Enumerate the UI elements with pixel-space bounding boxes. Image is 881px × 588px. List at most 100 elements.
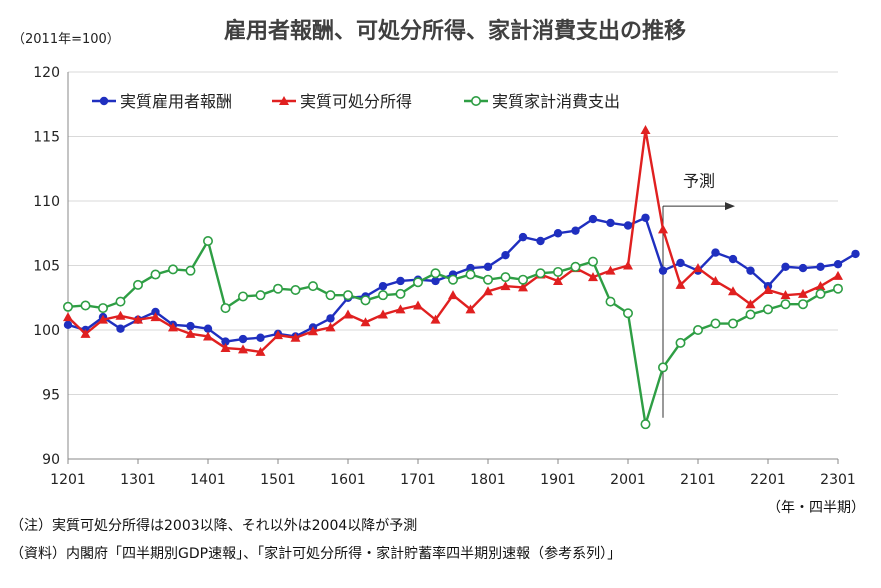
data-point	[517, 274, 528, 285]
data-point	[80, 300, 91, 311]
data-point	[832, 283, 843, 294]
data-point	[727, 318, 738, 329]
x-tick-label: 1701	[400, 472, 436, 488]
data-point	[535, 268, 546, 279]
data-point	[307, 281, 318, 292]
forecast-label: 予測	[683, 172, 715, 191]
data-point	[587, 256, 598, 267]
data-point	[745, 309, 756, 320]
data-point	[377, 290, 388, 301]
data-point	[482, 274, 493, 285]
data-point	[675, 279, 686, 289]
data-point	[745, 299, 756, 309]
data-point	[728, 254, 738, 264]
data-point	[395, 304, 406, 314]
series-1	[63, 125, 843, 356]
data-point	[308, 326, 318, 336]
y-tick-label: 115	[33, 130, 60, 146]
data-point	[116, 324, 125, 333]
data-point	[133, 279, 144, 290]
x-tick-label: 1301	[120, 472, 156, 488]
data-point	[63, 312, 73, 322]
data-point	[325, 290, 336, 301]
data-point	[763, 285, 773, 295]
data-point	[448, 290, 458, 300]
legend-label: 実質雇用者報酬	[120, 92, 232, 111]
data-point	[570, 261, 581, 272]
note-forecast: （注）実質可処分所得は2003以降、それ以外は2004以降が予測	[10, 518, 418, 534]
data-point	[115, 296, 126, 307]
data-point	[606, 218, 615, 228]
legend-item-0: 実質雇用者報酬	[92, 92, 232, 111]
data-point	[833, 260, 843, 269]
data-point	[798, 263, 808, 273]
data-point	[622, 308, 633, 319]
data-point	[186, 321, 195, 331]
axes	[67, 72, 839, 464]
chart-title: 雇用者報酬、可処分所得、家計消費支出の推移	[224, 18, 686, 44]
data-point	[815, 288, 826, 299]
x-unit-label: （年・四半期）	[767, 500, 865, 516]
data-point	[220, 343, 231, 353]
y-tick-label: 110	[33, 194, 60, 210]
data-point	[342, 290, 353, 301]
data-point	[256, 333, 265, 342]
data-point	[780, 290, 791, 300]
data-point	[797, 299, 808, 310]
series-line	[67, 237, 839, 425]
data-point	[815, 281, 826, 291]
data-point	[657, 362, 668, 373]
x-tick-label: 1201	[50, 472, 86, 488]
series-line	[67, 216, 857, 343]
y-unit-label: （2011年=100）	[12, 32, 120, 47]
data-point	[80, 328, 91, 338]
data-point	[658, 224, 668, 234]
data-point	[851, 249, 860, 259]
legend-label: 実質家計消費支出	[492, 92, 620, 111]
data-point	[168, 264, 179, 275]
data-point	[833, 270, 843, 280]
data-point	[378, 309, 388, 319]
data-point	[623, 221, 633, 230]
legend-item-2: 実質家計消費支出	[464, 92, 620, 111]
data-point	[711, 248, 720, 257]
data-point	[500, 281, 511, 291]
data-point	[640, 125, 651, 135]
series-2	[62, 235, 843, 430]
note-source: （資料）内閣府「四半期別GDP速報」、「家計可処分所得・家計貯蓄率四半期別速報（…	[10, 546, 622, 562]
data-point	[588, 272, 598, 282]
data-point	[203, 331, 213, 341]
data-point	[238, 291, 249, 302]
data-point	[115, 310, 126, 320]
data-point	[465, 304, 476, 314]
data-point	[640, 419, 651, 430]
data-point	[220, 303, 231, 314]
data-point	[605, 265, 616, 275]
data-point	[588, 214, 598, 224]
data-point	[553, 229, 563, 238]
data-point	[781, 262, 790, 271]
x-tick-label: 2101	[680, 472, 716, 488]
data-point	[483, 262, 493, 271]
data-point	[693, 263, 703, 273]
series-layer	[62, 125, 860, 430]
data-point	[430, 268, 441, 279]
data-point	[710, 275, 721, 285]
data-point	[692, 324, 703, 335]
y-tick-labels: 90 95 100 105 110 115 120	[33, 65, 60, 468]
data-point	[238, 334, 248, 344]
data-point	[272, 283, 283, 294]
x-tick-label: 2001	[610, 472, 646, 488]
data-point	[746, 266, 755, 275]
x-tick-label: 2201	[750, 472, 786, 488]
data-point	[343, 309, 353, 319]
data-point	[465, 269, 476, 280]
legend: 実質雇用者報酬 実質可処分所得 実質家計消費支出	[92, 92, 620, 111]
x-tick-labels: 1201 1301 1401 1501 1601 1701 1801 1901 2001 2101…	[50, 472, 856, 488]
data-point	[185, 265, 196, 276]
data-point	[273, 330, 283, 340]
data-point	[518, 282, 528, 292]
data-point	[798, 288, 808, 298]
data-point	[470, 96, 481, 107]
